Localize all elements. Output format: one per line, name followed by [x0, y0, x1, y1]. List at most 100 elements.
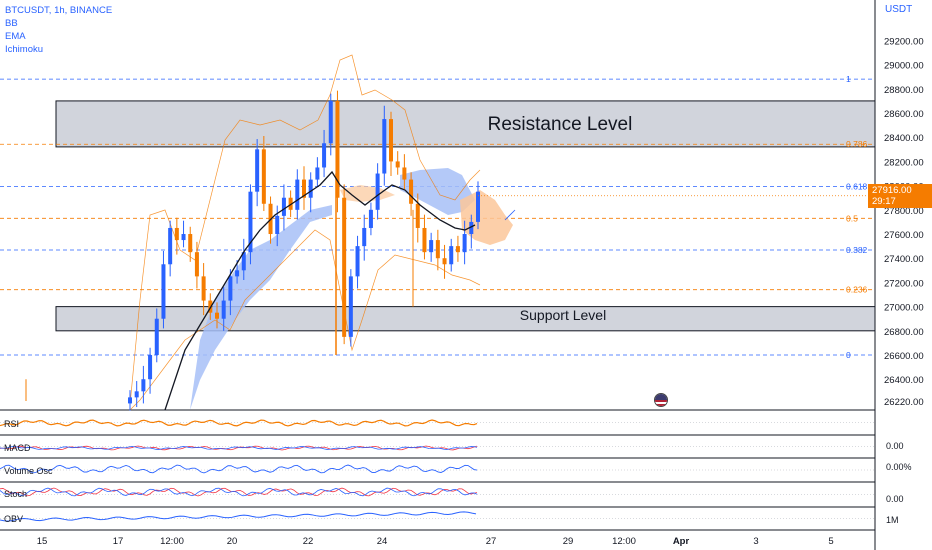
stoch-k-line [0, 487, 478, 497]
candle-body [409, 179, 414, 204]
candle-body [174, 227, 179, 241]
indicator-ema-label[interactable]: EMA [5, 31, 26, 42]
us-flag-event-icon[interactable] [654, 393, 668, 407]
pane-label-macd[interactable]: MACD [4, 443, 31, 453]
fib-level-label: 0.382 [846, 245, 868, 255]
fib-level-label: 0.236 [846, 285, 868, 295]
support-zone [55, 306, 876, 332]
time-axis-tick: 15 [37, 536, 48, 547]
ichimoku-cloud-bullish [190, 205, 332, 410]
time-axis-tick: 29 [563, 536, 574, 547]
candle-body [435, 240, 440, 259]
candle-body [342, 197, 347, 337]
candle-body [322, 143, 327, 168]
candle-body [455, 246, 460, 253]
resistance-zone-label: Resistance Level [488, 114, 633, 135]
pane-label-rsi[interactable]: RSI [4, 419, 20, 429]
fib-level-label: 0.618 [846, 182, 868, 192]
candle-body [295, 179, 300, 210]
candle-body [328, 100, 333, 144]
candle-body [382, 119, 387, 174]
indicator-ichimoku-label[interactable]: Ichimoku [5, 44, 44, 55]
time-axis-tick: 17 [113, 536, 124, 547]
candle-body [148, 355, 153, 380]
candle-body [221, 300, 226, 319]
time-axis-tick: 22 [303, 536, 314, 547]
candle-body [422, 227, 427, 253]
price-axis-tick: 28800.00 [884, 85, 924, 96]
time-axis-tick: 24 [377, 536, 388, 547]
last-price-tag: 27916.00 29:17 [868, 184, 932, 208]
candle-body [335, 100, 340, 198]
pane-label-volume-osc[interactable]: Volume Osc [4, 466, 53, 476]
candle-body [154, 318, 159, 356]
candle-body [402, 167, 407, 180]
currency-label[interactable]: USDT [885, 4, 913, 15]
price-axis-tick: 29200.00 [884, 36, 924, 47]
time-axis-tick: 3 [753, 536, 758, 547]
candle-body [141, 379, 146, 392]
candle-body [355, 246, 360, 277]
price-axis-tick: 29000.00 [884, 61, 924, 72]
support-zone-label: Support Level [520, 307, 606, 323]
obv-line [0, 511, 477, 522]
price-axis-tick: 27200.00 [884, 278, 924, 289]
subpane-axis-tick: 0.00% [886, 462, 912, 472]
price-axis-tick: 28400.00 [884, 133, 924, 144]
subpane-axis-tick: 0.00 [886, 441, 904, 451]
volume-osc-line [0, 464, 478, 474]
fib-level-label: 1 [846, 74, 851, 84]
fib-level-label: 0 [846, 350, 851, 360]
candle-body [281, 197, 286, 216]
candle-body [449, 246, 454, 265]
pane-label-stoch[interactable]: Stoch [4, 489, 28, 499]
ema-line [164, 170, 476, 411]
pane-label-obv[interactable]: OBV [4, 514, 24, 524]
subpane-axis-tick: 1M [886, 515, 899, 525]
candle-body [275, 215, 280, 235]
price-axis-tick: 26600.00 [884, 351, 924, 362]
price-axis-tick: 27000.00 [884, 303, 924, 314]
rsi-line [0, 419, 478, 427]
candle-body [362, 227, 367, 247]
chart-legend: BTCUSDT, 1h, BINANCE BB EMA Ichimoku [5, 4, 112, 56]
candle-body [255, 149, 260, 192]
fib-level-label: 0.786 [846, 139, 868, 149]
candle-body [442, 258, 447, 265]
ichimoku-cloud-bearish [340, 185, 395, 202]
bollinger-lower-band [129, 229, 481, 411]
candle-body [228, 276, 233, 301]
subpane-axis-tick: 0.00 [886, 494, 904, 504]
candle-body [462, 234, 467, 253]
candle-body [415, 203, 420, 228]
candle-body [181, 234, 186, 241]
price-axis-tick: 28600.00 [884, 109, 924, 120]
macd-line [0, 446, 478, 450]
candle-body [302, 179, 306, 198]
time-axis-tick: 12:00 [612, 536, 636, 547]
candle-body [368, 209, 373, 228]
candle-body [375, 173, 380, 210]
price-axis-tick: 26400.00 [884, 375, 924, 386]
candle-body [288, 197, 293, 210]
resistance-zone [55, 100, 876, 148]
candle-body [476, 191, 480, 222]
candle-body [134, 391, 139, 398]
time-axis-tick: 27 [486, 536, 497, 547]
candle-body [235, 270, 240, 277]
candle-body [241, 252, 246, 271]
time-axis-tick: 20 [227, 536, 238, 547]
indicator-bb-label[interactable]: BB [5, 18, 18, 29]
candle-body [315, 167, 320, 180]
candle-body [194, 252, 199, 277]
symbol-title: BTCUSDT, 1h, BINANCE [5, 5, 113, 16]
candle-body [348, 276, 353, 337]
candle-body [308, 179, 313, 198]
price-axis-tick: 27400.00 [884, 254, 924, 265]
time-axis-tick: Apr [673, 536, 690, 547]
candle-body [168, 227, 173, 265]
last-price-value: 27916.00 [872, 185, 912, 196]
ichimoku-cloud-bullish [400, 168, 475, 215]
